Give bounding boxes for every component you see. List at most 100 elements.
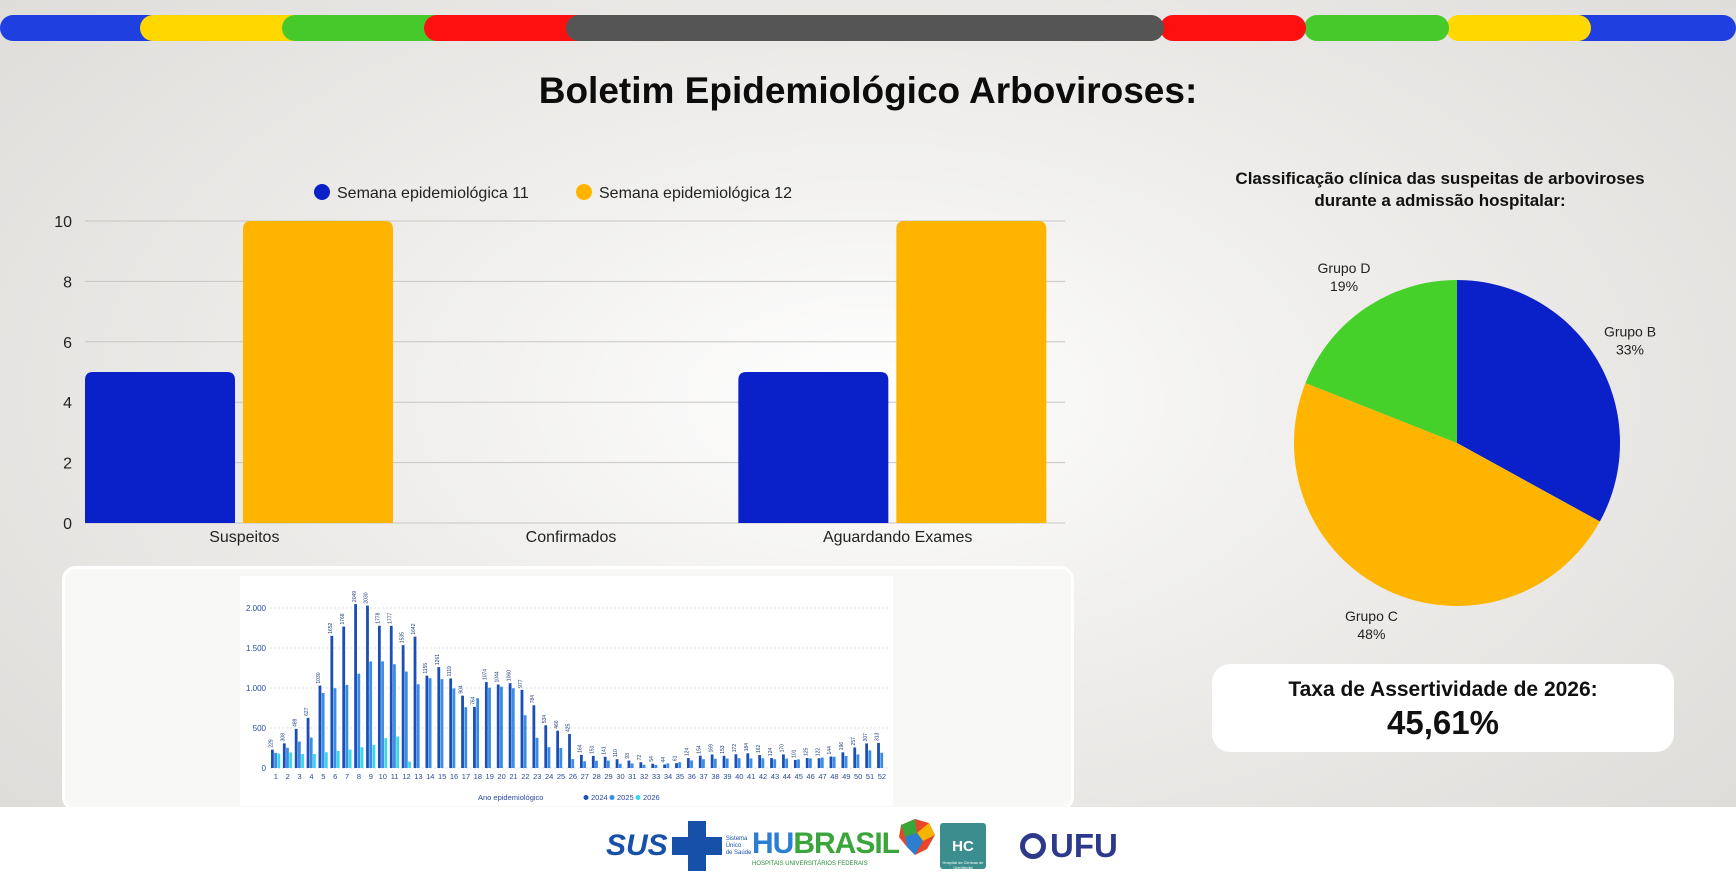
hist-bar-2025-wk5	[321, 692, 325, 768]
hist-data-label: 307	[863, 733, 869, 742]
hist-x-tick-label: 5	[321, 772, 325, 781]
hist-data-label: 153	[720, 745, 726, 754]
hist-data-label: 124	[685, 748, 691, 757]
hist-bar-2024-wk28	[591, 755, 595, 768]
hist-bar-2024-wk45	[793, 759, 797, 768]
hist-x-tick-label: 45	[795, 772, 803, 781]
hist-bar-2025-wk12	[404, 671, 408, 768]
hist-data-label: 1119	[447, 666, 453, 677]
hist-bar-2025-wk27	[583, 761, 586, 768]
hcu-logo: HC Hospital de Clínicas de Uberlândia	[940, 823, 986, 870]
hist-bar-2026-wk1	[277, 753, 281, 768]
stripe-seg-7	[1304, 15, 1449, 41]
hist-data-label: 170	[780, 744, 786, 753]
hist-bar-2025-wk9	[369, 661, 373, 768]
hist-bar-2026-wk8	[360, 747, 364, 768]
hist-x-tick-label: 33	[652, 772, 660, 781]
hist-bar-2026-wk5	[324, 752, 328, 768]
hist-x-tick-label: 11	[391, 772, 399, 781]
hist-x-tick-label: 8	[357, 772, 361, 781]
bar-suspeitos-2	[243, 221, 393, 523]
hist-bar-2025-wk51	[868, 750, 872, 768]
hist-data-label: 93	[625, 753, 631, 759]
bar-x-category-label: Suspeitos	[209, 529, 279, 546]
hist-x-tick-label: 49	[842, 772, 850, 781]
hist-x-tick-label: 24	[545, 772, 553, 781]
hist-bar-2024-wk31	[627, 760, 631, 768]
hist-data-label: 2030	[364, 592, 370, 603]
hist-bar-2025-wk33	[654, 764, 658, 768]
hist-data-label: 162	[756, 744, 762, 753]
hist-data-label: 229	[269, 739, 275, 748]
hist-data-label: 196	[839, 742, 845, 751]
hist-data-label: 101	[792, 749, 798, 758]
hist-bar-2024-wk34	[663, 764, 666, 768]
hist-bar-2024-wk29	[603, 756, 607, 768]
hist-x-tick-label: 35	[676, 772, 684, 781]
hist-data-label: 1652	[328, 622, 334, 633]
hist-x-tick-label: 14	[426, 772, 434, 781]
brazil-map-icon	[899, 819, 936, 855]
hist-x-tick-label: 25	[557, 772, 565, 781]
hist-bar-2024-wk8	[354, 604, 357, 768]
hist-x-tick-label: 37	[699, 772, 707, 781]
hist-bar-2024-wk10	[377, 625, 381, 768]
hist-legend-label-2024: 2024	[591, 793, 608, 802]
hist-data-label: 110	[613, 749, 619, 757]
hist-data-label: 54	[649, 756, 655, 762]
hist-bar-2025-wk39	[725, 758, 729, 768]
hist-x-tick-label: 38	[711, 772, 719, 781]
hist-data-label: 1642	[411, 623, 417, 634]
hist-data-label: 764	[471, 696, 477, 705]
pie-label-name: Grupo D	[1318, 260, 1371, 276]
hist-data-label: 151	[589, 745, 595, 754]
hist-data-label: 1777	[387, 612, 393, 623]
hist-bar-2025-wk37	[702, 759, 705, 768]
hist-x-tick-label: 44	[783, 772, 791, 781]
hist-bar-2024-wk7	[342, 626, 346, 768]
assertividade-label: Taxa de Assertividade de 2026:	[1288, 678, 1598, 701]
hist-data-label: 122	[815, 748, 821, 757]
hist-bar-2025-wk31	[630, 763, 634, 768]
hist-bar-2025-wk36	[690, 760, 693, 768]
hist-data-label: 164	[578, 744, 584, 753]
hist-data-label: 534	[542, 715, 548, 724]
hist-x-tick-label: 28	[593, 772, 601, 781]
bar-aguardando-exames-1	[738, 372, 889, 523]
hist-bar-2025-wk7	[345, 684, 349, 768]
hist-bar-2025-wk26	[571, 759, 575, 768]
hubrasil-subtitle: HOSPITAIS UNIVERSITÁRIOS FEDERAIS	[752, 861, 868, 867]
hist-bar-2025-wk6	[333, 688, 337, 768]
hist-legend-marker-2024	[583, 795, 589, 800]
hist-data-label: 1044	[494, 671, 500, 682]
hist-bar-2024-wk40	[734, 754, 738, 768]
hist-bar-2024-wk11	[389, 625, 393, 768]
sus-sub-2: Único	[725, 842, 742, 849]
hist-bar-2026-wk3	[301, 754, 304, 768]
ufu-logo: UFU	[1020, 827, 1118, 865]
hist-bar-2026-wk2	[289, 752, 293, 768]
sus-logo-text: SUS	[606, 829, 668, 862]
hist-data-label: 61	[673, 755, 679, 761]
stripe-seg-8	[1446, 15, 1591, 41]
hist-bar-2025-wk11	[393, 664, 396, 768]
hist-x-tick-label: 23	[533, 772, 541, 781]
hist-bar-2025-wk20	[500, 686, 503, 768]
hist-data-label: 425	[566, 723, 572, 732]
hist-bar-2024-wk4	[306, 717, 310, 768]
bar-y-tick-label: 8	[63, 274, 72, 291]
hist-bar-2025-wk13	[416, 684, 420, 768]
pie-chart-title: Classificação clínica das suspeitas de a…	[1205, 168, 1675, 212]
hist-bar-2025-wk28	[595, 760, 598, 768]
hist-x-tick-label: 3	[297, 772, 301, 781]
hist-bar-2024-wk12	[401, 645, 405, 768]
hist-bar-2025-wk15	[440, 679, 444, 768]
hist-bar-2024-wk9	[366, 605, 369, 768]
hist-x-tick-label: 22	[521, 772, 529, 781]
bar-y-tick-label: 10	[54, 214, 72, 231]
hist-bar-2024-wk6	[330, 635, 334, 768]
ufu-ring-icon	[1020, 833, 1046, 859]
hist-y-tick-label: 500	[253, 724, 267, 733]
hist-x-tick-label: 6	[333, 772, 337, 781]
hist-x-tick-label: 12	[402, 772, 410, 781]
